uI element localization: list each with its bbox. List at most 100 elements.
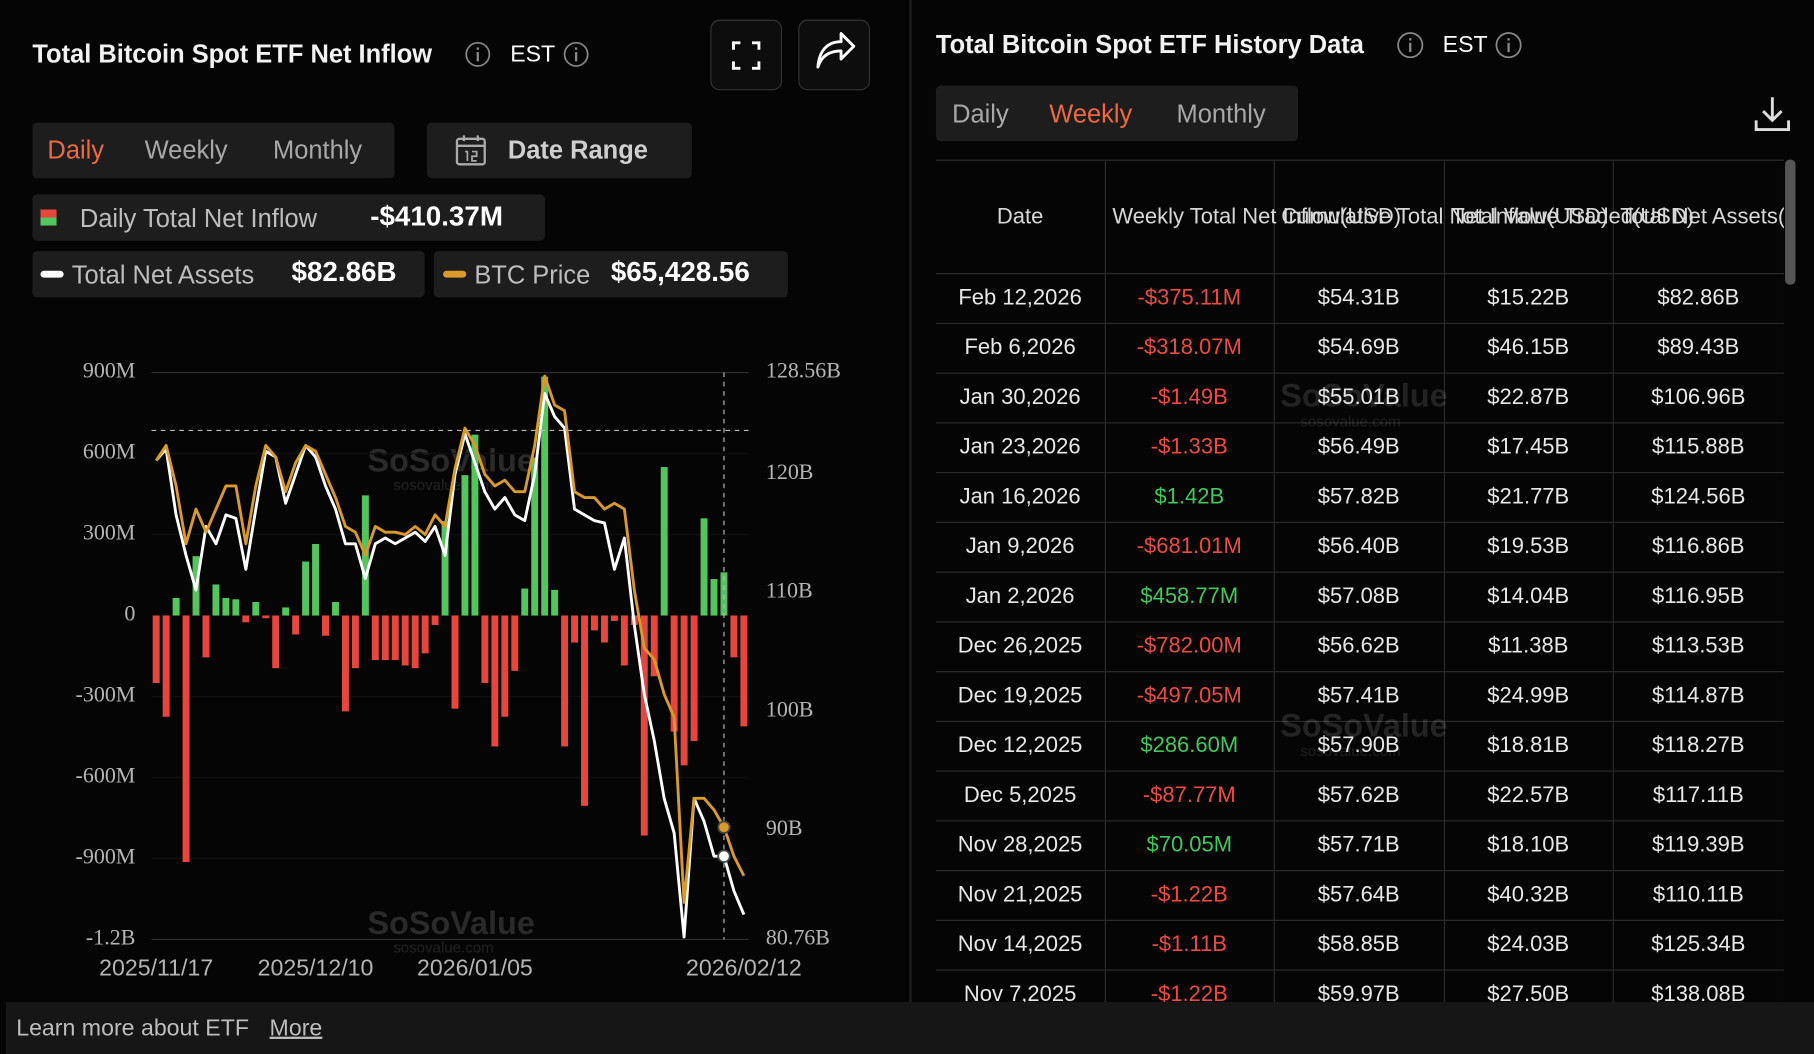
download-button[interactable] [1752,93,1794,135]
table-cell: $27.50B [1443,970,1614,1004]
chart: SoSoValuesosovalue.comSoSoValuesosovalue… [76,358,841,981]
info-icon[interactable] [563,41,589,67]
legend-label: BTC Price [474,260,591,290]
bar [551,589,559,616]
table-row: Jan 9,2026 -$681.01M $56.40B $19.53B $116.86… [935,522,1784,573]
table-cell: $138.08B [1612,970,1784,1004]
table-cell: -$375.11M [1104,273,1275,324]
table-cell: $124.56B [1612,472,1784,523]
table-cell: Jan 23,2026 [935,422,1106,474]
bar [461,475,469,616]
table-row: Nov 28,2025 $70.05M $57.71B $18.10B $119.39B [935,820,1784,872]
footer-link[interactable]: More [269,1015,323,1042]
y-tick-label: -600M [76,763,136,788]
table-cell: $18.10B [1443,820,1614,872]
legend-label: Total Net Assets [71,260,255,290]
legend-swatch [40,270,64,278]
table-cell: Nov 21,2025 [935,870,1106,921]
table-cell: $57.62B [1273,771,1445,822]
table-row: Dec 5,2025 -$87.77M $57.62B $22.57B $117.11B [935,771,1784,822]
table-cell: $125.34B [1612,920,1784,971]
tab[interactable]: Weekly [144,135,228,165]
table-cell: $56.40B [1273,522,1445,573]
bar [521,588,529,616]
table-cell: $57.08B [1273,572,1445,623]
info-icon[interactable] [465,41,491,67]
tab[interactable]: Daily [47,135,105,165]
bar [302,561,310,616]
scrollbar[interactable] [1785,159,1796,285]
bar [182,615,190,863]
watermark: SoSoValue [1280,378,1447,414]
table-cell: $57.71B [1273,820,1445,872]
line [154,374,746,904]
date-range-label[interactable]: Date Range [507,135,648,165]
right-title: Total Bitcoin Spot ETF History Data [935,30,1364,60]
table-cell: $55.01B [1273,373,1445,424]
column-header: Total Value Traded(USD) [1443,160,1694,275]
y-tick-label: -300M [76,682,136,707]
column-header: Date [935,160,1106,275]
legend-swatch [443,270,467,278]
table-cell: $57.82B [1273,472,1445,523]
bar [162,615,170,717]
table-row: Dec 19,2025 -$497.05M $57.41B $24.99B $114.8… [935,671,1784,722]
table-cell: $58.85B [1273,920,1445,971]
table-cell: $89.43B [1612,323,1784,374]
tab[interactable]: Daily [952,99,1009,129]
table-cell: $57.64B [1273,870,1445,921]
table-cell: $14.04B [1443,572,1614,623]
table-cell: $117.11B [1612,771,1784,822]
bar [531,457,539,616]
table-cell: Jan 2,2026 [935,572,1106,623]
info-icon[interactable] [1396,31,1424,59]
table-viewport: Date Weekly Total Net Inflow(USD) Cumulati… [935,159,1784,1004]
share-button[interactable] [798,19,870,91]
bar [670,615,678,732]
table-row: Dec 12,2025 $286.60M $57.90B $18.81B $118.27… [935,721,1784,772]
calendar-icon [455,135,486,166]
info-icon[interactable] [1495,31,1523,59]
table-cell: $56.49B [1273,422,1445,474]
bar [720,572,728,616]
watermark: SoSoValue [1280,707,1447,743]
bar [650,615,658,677]
table-cell: $59.97B [1273,970,1445,1004]
bar [292,615,300,635]
tab[interactable]: Weekly [1049,99,1133,129]
tab[interactable]: Monthly [273,135,363,165]
bar [640,615,648,836]
table-cell: $70.05M [1104,820,1275,872]
y2-tick-label: 120B [766,459,814,484]
fullscreen-button[interactable] [710,19,783,91]
bar [222,597,230,616]
table-cell: Feb 12,2026 [935,273,1106,324]
table-row: Dec 26,2025 -$782.00M $56.62B $11.38B $113.5… [935,621,1784,673]
table-cell: $24.99B [1443,671,1614,722]
table-row: Nov 7,2025 -$1.22B $59.97B $27.50B $138.08B [935,970,1784,1004]
bar [401,615,409,666]
table-cell: -$1.22B [1104,970,1275,1004]
bar [441,521,449,616]
bar [411,615,419,669]
tab[interactable]: Monthly [1176,99,1266,129]
table-cell: -$497.05M [1104,671,1275,722]
left-title: Total Bitcoin Spot ETF Net Inflow [32,39,433,69]
date-range-button[interactable] [426,122,692,179]
watermark: sosovalue.com [1300,413,1400,430]
table-cell: Jan 30,2026 [935,373,1106,424]
bar [511,615,519,671]
bar [421,615,429,654]
table-cell: $46.15B [1443,323,1614,374]
bar [232,599,240,616]
table-row: Jan 23,2026 -$1.33B $56.49B $17.45B $115.88B [935,422,1784,474]
table-cell: $110.11B [1612,870,1784,921]
table-cell: $15.22B [1443,273,1614,324]
bar [152,615,160,684]
table-cell: -$1.11B [1104,920,1275,971]
table-cell: $118.27B [1612,721,1784,772]
bar [471,434,479,616]
y2-tick-label: 110B [766,578,813,603]
